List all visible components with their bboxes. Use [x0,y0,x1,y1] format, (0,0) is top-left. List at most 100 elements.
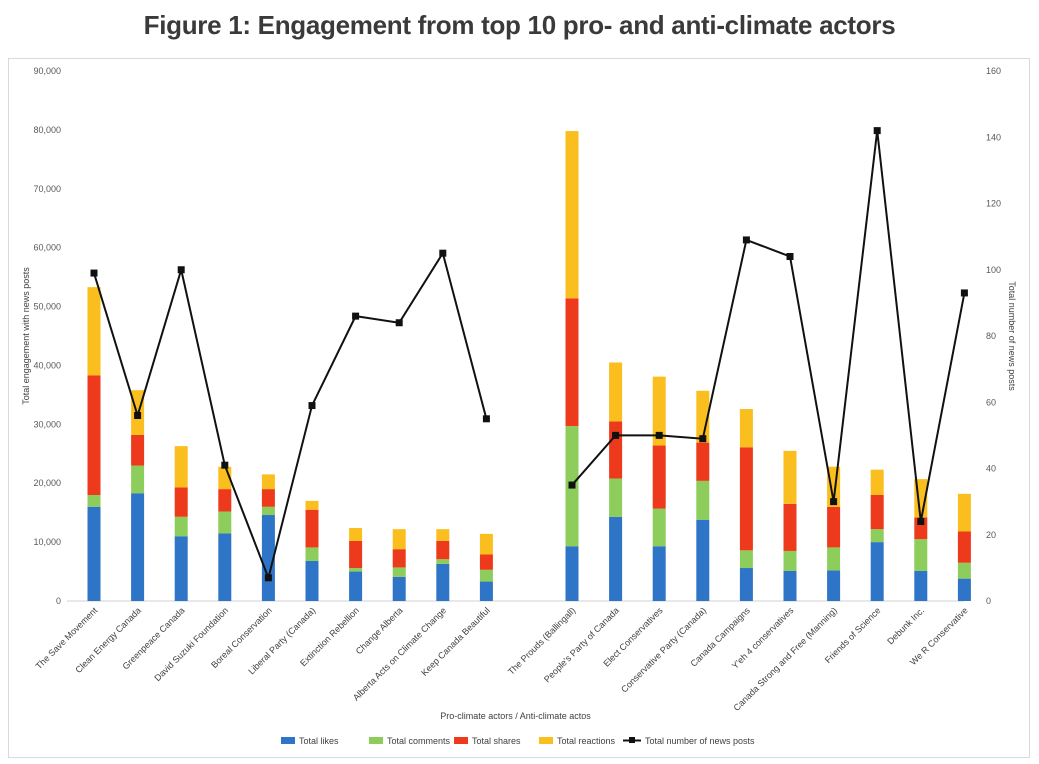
legend-marker-swatch [629,737,635,743]
posts-marker [917,518,925,525]
bar-total-shares [652,445,666,509]
bar-total-reactions [609,362,623,422]
bar-total-likes [479,581,493,601]
bar-total-likes [914,570,928,601]
y-tick-label: 20,000 [33,478,61,488]
bar-total-comments [696,480,710,520]
posts-line-pro [93,250,488,582]
y2-tick-label: 0 [986,596,991,606]
bar-total-likes [609,516,623,601]
posts-marker [612,431,620,439]
bar-total-comments [261,506,275,516]
bar-total-shares [609,421,623,479]
bar-total-shares [827,506,841,548]
bar-total-comments [739,550,753,569]
category-label: Alberta Acts on Climate Change [351,605,448,702]
y-tick-label: 10,000 [33,537,61,547]
bar-total-reactions [783,450,797,504]
bar-total-comments [392,567,406,577]
category-label: Debunk Inc. [885,605,926,646]
y2-tick-label: 60 [986,397,996,407]
posts-marker [395,319,403,327]
bar-total-likes [131,493,145,601]
bar-total-comments [609,478,623,517]
y-tick-label: 0 [56,596,61,606]
legend-label: Total comments [387,736,451,746]
bar-total-shares [565,298,579,427]
bar-total-comments [436,559,450,564]
y2-tick-label: 20 [986,530,996,540]
bar-total-comments [783,550,797,571]
posts-marker [960,289,968,297]
y2-tick-label: 80 [986,331,996,341]
bar-total-reactions [957,493,971,532]
y-tick-label: 30,000 [33,419,61,429]
bar-total-comments [174,516,188,537]
bar-total-shares [131,434,145,466]
bar-total-reactions [652,376,666,446]
chart-title: Figure 1: Engagement from top 10 pro- an… [143,10,896,40]
bar-total-shares [87,375,101,495]
bar-total-shares [392,549,406,568]
bar-total-likes [696,519,710,601]
bar-total-shares [349,540,363,569]
posts-marker [264,574,272,582]
bar-total-likes [174,536,188,601]
category-label: Conservative Party (Canada) [619,605,708,694]
posts-marker [568,481,576,489]
legend-label: Total shares [472,736,521,746]
y2-tick-label: 140 [986,132,1001,142]
bar-total-likes [436,563,450,601]
y-tick-label: 40,000 [33,360,61,370]
bar-total-shares [261,489,275,507]
bar-total-comments [349,568,363,572]
posts-marker [786,253,794,260]
x-axis-title: Pro-climate actors / Anti-climate actos [440,711,591,721]
bar-total-comments [218,511,232,534]
bar-total-shares [305,509,319,548]
bar-total-likes [87,506,101,601]
bar-total-likes [305,560,319,601]
bar-total-comments [914,539,928,571]
posts-marker [90,269,98,277]
legend-swatch [454,737,468,744]
y-tick-label: 90,000 [33,66,61,76]
y-tick-label: 70,000 [33,184,61,194]
bar-total-comments [131,465,145,494]
legend-label: Total reactions [557,736,616,746]
bar-total-likes [392,576,406,601]
bar-total-shares [783,503,797,551]
bar-total-likes [827,570,841,601]
y2-tick-label: 120 [986,199,1001,209]
legend-swatch [281,737,295,744]
y2-tick-label: 40 [986,464,996,474]
posts-marker [873,127,881,135]
bar-total-reactions [174,446,188,488]
legend-swatch [539,737,553,744]
bar-total-likes [652,546,666,601]
bar-total-comments [652,508,666,547]
y2-axis-title: Total number of news posts [1007,281,1017,391]
legend-label: Total number of news posts [645,736,755,746]
bar-total-likes [218,533,232,601]
y-tick-label: 80,000 [33,125,61,135]
bar-total-shares [218,489,232,512]
bar-total-likes [957,578,971,601]
bar-total-likes [565,546,579,601]
bar-total-reactions [305,500,319,510]
bar-total-comments [827,547,841,571]
legend-label: Total likes [299,736,339,746]
y-tick-label: 50,000 [33,302,61,312]
bar-total-likes [870,542,884,601]
posts-marker [134,412,142,419]
bar-total-shares [174,487,188,517]
posts-marker [177,266,185,274]
chart-area: 0 10,000 20,000 30,000 40,000 50,000 60,000 70,… [8,58,1030,758]
bar-total-reactions [87,287,101,376]
bar-total-comments [87,495,101,507]
bar-total-shares [957,531,971,563]
bar-total-reactions [392,529,406,550]
bar-total-reactions [870,469,884,495]
y-tick-label: 60,000 [33,243,61,253]
posts-marker [482,415,490,423]
